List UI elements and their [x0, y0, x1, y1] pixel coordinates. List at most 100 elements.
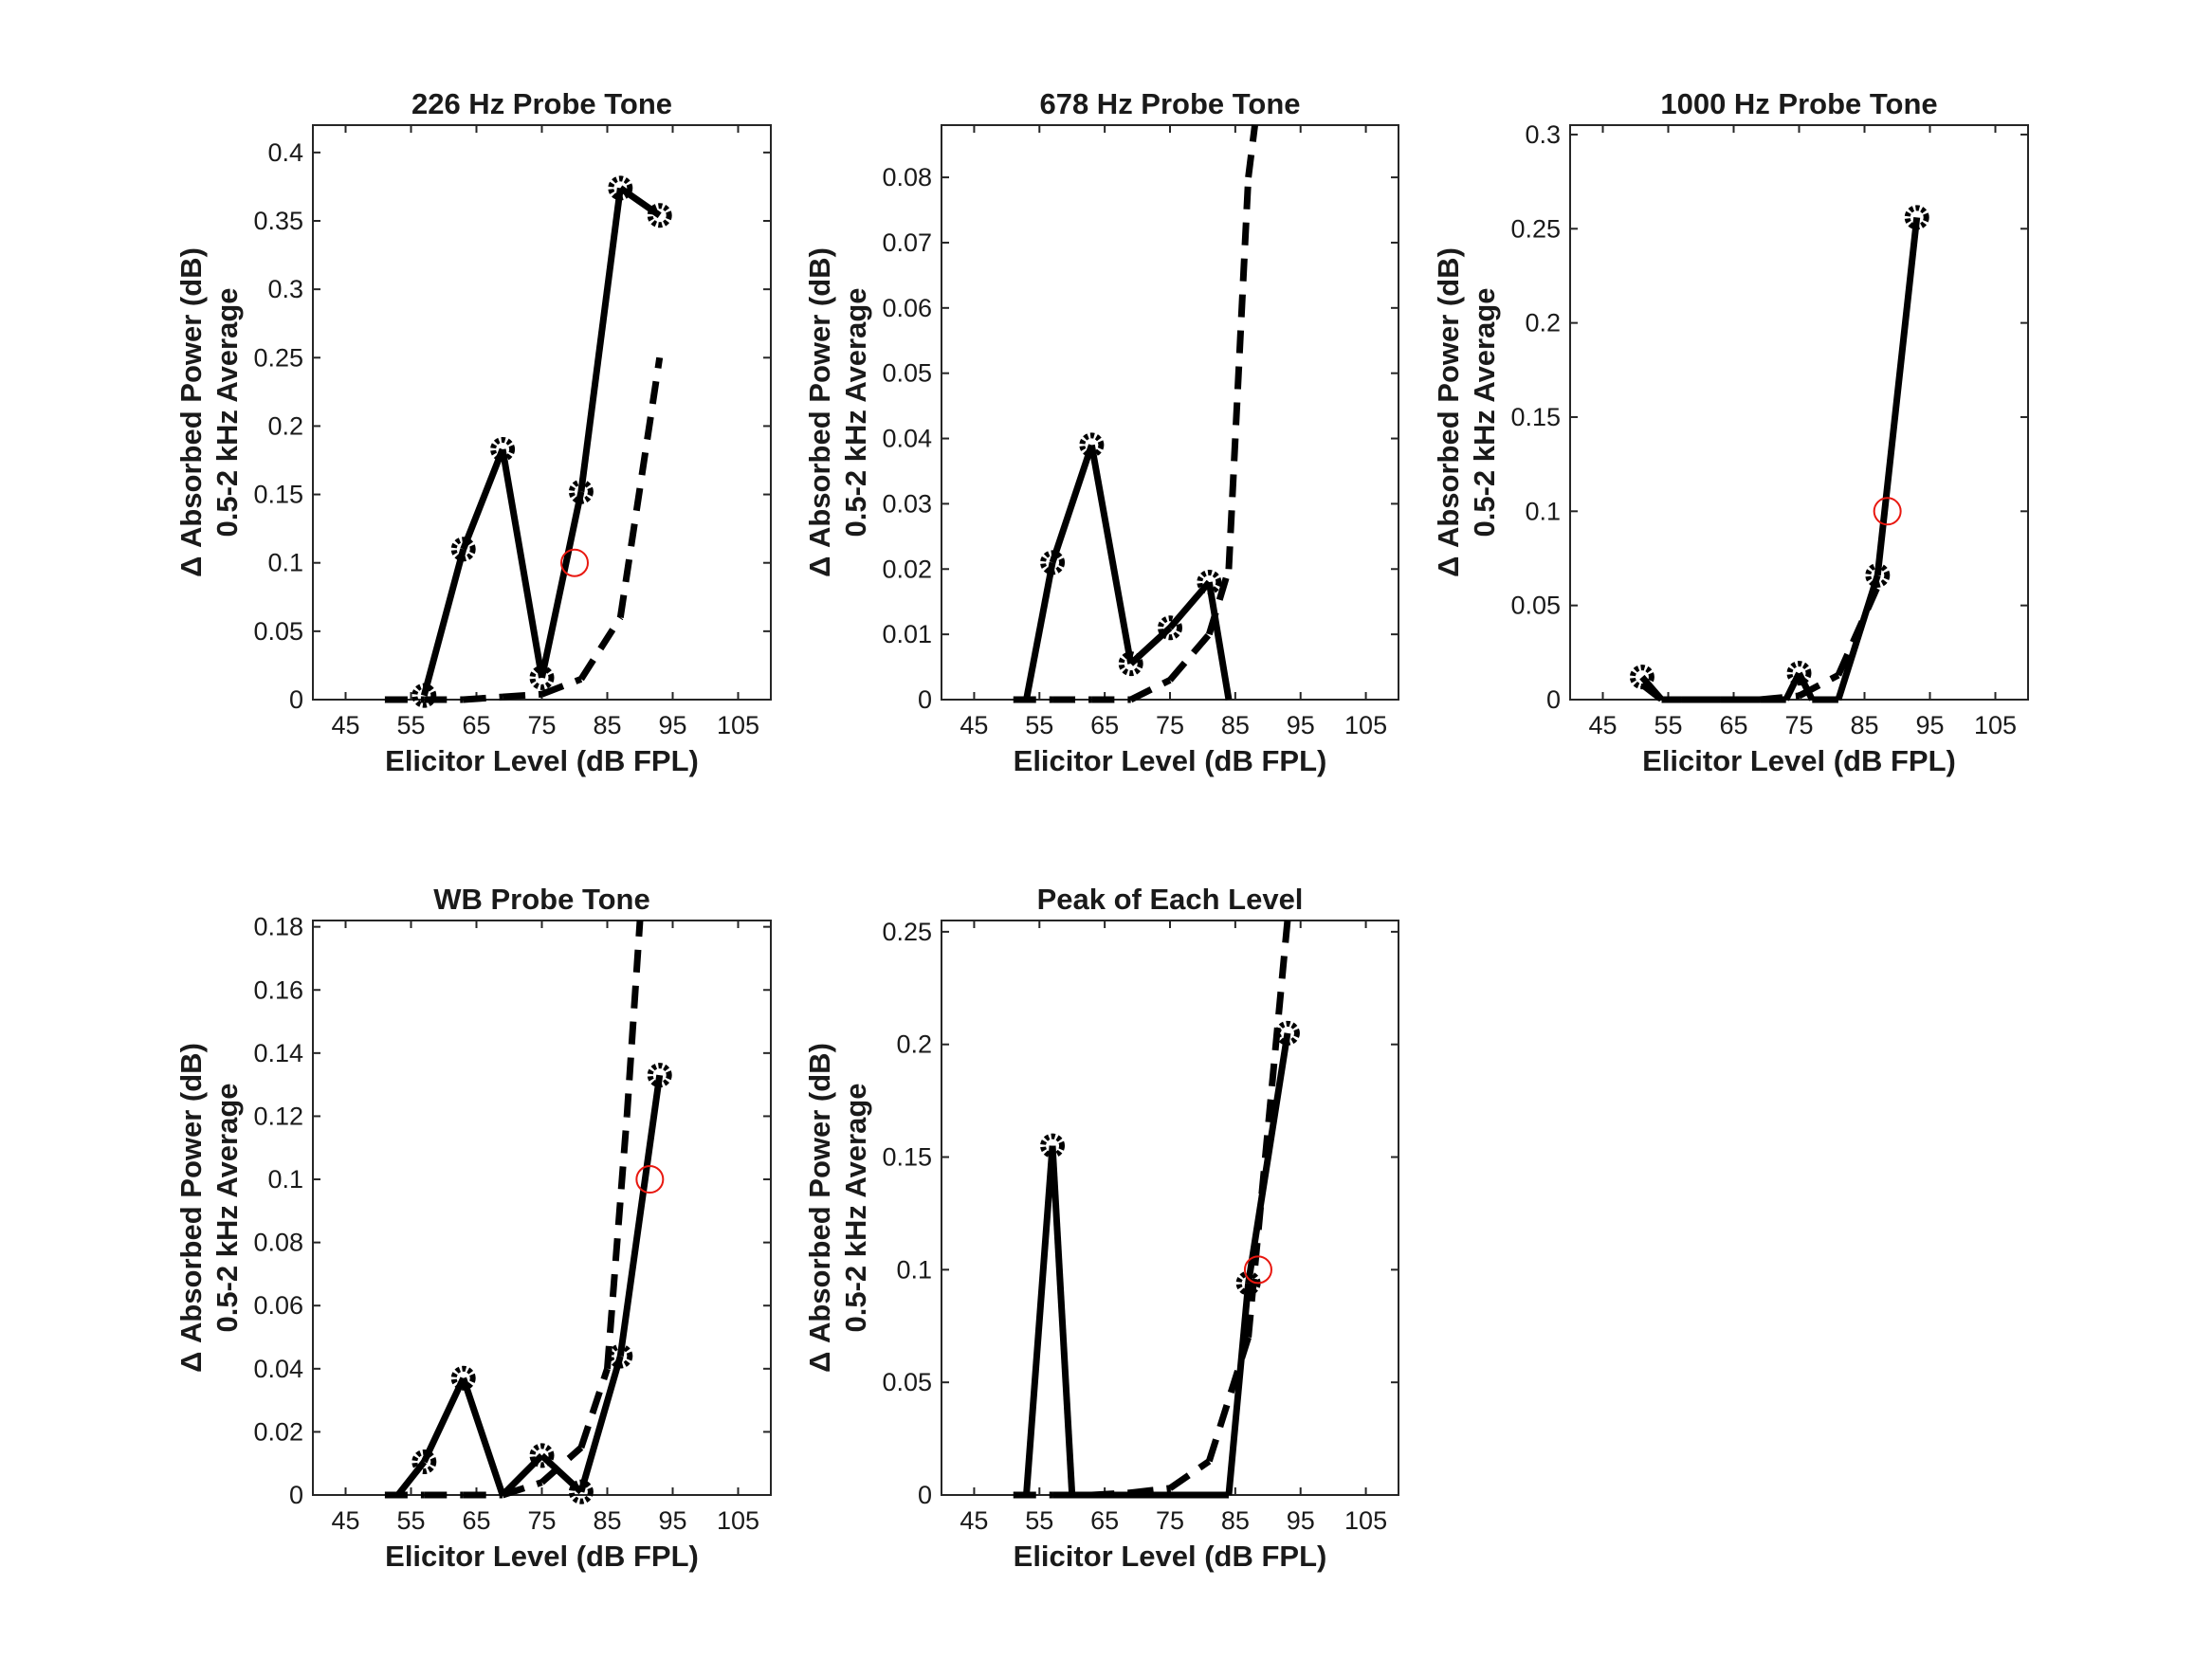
x-tick-label: 65: [1719, 711, 1747, 739]
y-tick-label: 0: [289, 1481, 303, 1509]
threshold-marker: [1243, 1255, 1272, 1285]
y-tick-label: 0.25: [253, 343, 303, 372]
x-tick-label: 85: [1221, 711, 1250, 739]
x-tick-label: 65: [462, 711, 490, 739]
panel-1000hz: 45 55 65 75 85 95 105 0 0.05 0.1 0.15 0.2 0.25 0.3 100…: [1432, 87, 2029, 777]
solid-series-segment: [1023, 1145, 1056, 1496]
y-tick-label: 0.25: [1510, 214, 1561, 243]
y-axis-label-line2: 0.5-2 kHz Average: [210, 1083, 244, 1332]
y-tick-label: 0.2: [267, 411, 303, 440]
x-axis-label: Elicitor Level (dB FPL): [385, 1540, 699, 1573]
dashed-series-segment: [1205, 568, 1233, 636]
y-tick-label: 0.12: [253, 1102, 303, 1130]
x-tick-label: 55: [1654, 711, 1682, 739]
y-axis-label: Δ Absorbed Power (dB): [803, 247, 836, 577]
y-tick-label: 0.3: [1525, 120, 1561, 149]
solid-series-segment: [577, 187, 624, 493]
chart-title: 678 Hz Probe Tone: [1039, 87, 1300, 120]
y-tick-label: 0.06: [253, 1291, 303, 1320]
x-tick-label: 105: [1344, 1506, 1387, 1535]
data-point: [1040, 1133, 1066, 1158]
y-tick-label: 0.18: [253, 913, 303, 941]
data-point: [647, 203, 672, 228]
data-point: [608, 175, 633, 201]
threshold-marker: [635, 1165, 665, 1194]
x-tick-label: 85: [1850, 711, 1878, 739]
data-point: [1197, 570, 1222, 595]
dashed-series-segment: [1130, 1485, 1171, 1497]
y-axis-label: Δ Absorbed Power (dB): [803, 1043, 836, 1373]
x-tick-label: 95: [1287, 711, 1315, 739]
dashed-series-segment: [1759, 692, 1800, 703]
y-tick-label: 0: [1546, 685, 1561, 714]
solid-series-segment: [618, 185, 662, 219]
x-tick-label: 55: [1025, 711, 1053, 739]
x-tick-label: 75: [1156, 711, 1184, 739]
axes-box: [312, 124, 772, 701]
dashed-series-segment: [539, 1445, 584, 1486]
data-point: [1865, 562, 1891, 588]
panel-226hz: 45 55 65 75 85 95 105 0 0.05 0.1 0.15 0.2 0.25 0.3 0.3…: [174, 87, 772, 777]
dashed-series-segment: [623, 920, 644, 1117]
solid-series-segment: [1088, 444, 1135, 665]
y-tick-label: 0.02: [882, 555, 932, 583]
y-tick-label: 0.06: [882, 294, 932, 322]
solid-series-segment: [460, 1376, 506, 1497]
y-tick-label: 0.2: [1525, 309, 1561, 337]
solid-series-segment: [1225, 1283, 1252, 1496]
dashed-series-segment: [502, 1479, 543, 1499]
solid-series-segment: [1782, 671, 1802, 702]
dashed-series-segment: [502, 690, 542, 701]
dashed-series-segment: [1225, 176, 1252, 570]
y-axis-label: Δ Absorbed Power (dB): [174, 247, 208, 577]
y-tick-label: 0.15: [1510, 403, 1561, 431]
y-tick-label: 0.3: [267, 275, 303, 303]
x-axis-label: Elicitor Level (dB FPL): [1014, 744, 1327, 777]
dashed-series-segment: [1091, 1489, 1131, 1499]
dashed-series-segment: [577, 615, 624, 682]
dashed-series-segment: [604, 1116, 631, 1370]
y-tick-label: 0.16: [253, 975, 303, 1004]
y-tick-label: 0.08: [882, 163, 932, 191]
y-tick-label: 0: [918, 1481, 932, 1509]
data-point: [608, 1343, 633, 1369]
data-point: [450, 537, 476, 562]
dashed-series-segment: [577, 1367, 611, 1449]
x-axis-label: Elicitor Level (dB FPL): [1642, 744, 1956, 777]
x-tick-label: 75: [527, 1506, 556, 1535]
data-point: [450, 1365, 476, 1391]
data-point: [1079, 432, 1105, 458]
y-tick-label: 0.15: [882, 1143, 932, 1172]
data-point: [411, 1449, 437, 1475]
y-axis-label: Δ Absorbed Power (dB): [1432, 247, 1465, 577]
x-tick-label: 85: [1221, 1506, 1250, 1535]
panel-peak: 45 55 65 75 85 95 105 0 0.05 0.1 0.15 0.2 0.25 Peak o…: [803, 883, 1399, 1573]
dashed-series-segment: [1129, 677, 1172, 703]
dashed-series-segment: [1639, 682, 1664, 702]
dashed-series-segment: [1797, 672, 1840, 700]
solid-series-segment: [1049, 1145, 1076, 1496]
panel-wb: 45 55 65 75 85 95 105 0 0.02 0.04 0.06 0.08 0.1 0.12 0…: [174, 883, 772, 1573]
x-tick-label: 65: [1090, 1506, 1119, 1535]
x-tick-label: 55: [1025, 1506, 1053, 1535]
y-tick-label: 0.01: [882, 620, 932, 648]
solid-series-segment: [1874, 216, 1921, 576]
x-tick-label: 85: [593, 1506, 621, 1535]
dashed-series-segment: [616, 356, 664, 618]
y-tick-label: 0.1: [896, 1255, 932, 1284]
solid-series-segment: [1023, 561, 1056, 701]
solid-series-segment: [1049, 444, 1095, 564]
y-tick-label: 0.05: [882, 1368, 932, 1396]
dashed-series-segment: [1205, 1336, 1252, 1463]
data-point: [1786, 661, 1812, 686]
y-tick-label: 0.15: [253, 481, 303, 509]
y-tick-label: 0.1: [267, 549, 303, 577]
solid-series-segment: [421, 1376, 466, 1464]
chart-title: 226 Hz Probe Tone: [411, 87, 672, 120]
y-tick-label: 0: [918, 685, 932, 714]
solid-series-segment: [1796, 671, 1816, 702]
solid-series-segment: [577, 1355, 624, 1493]
y-tick-label: 0.04: [253, 1355, 303, 1383]
x-tick-label: 45: [960, 711, 988, 739]
